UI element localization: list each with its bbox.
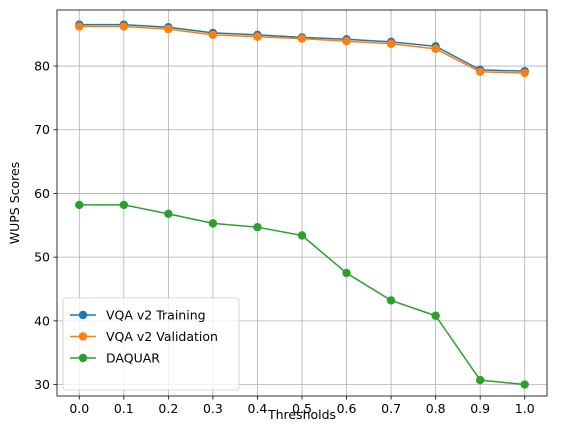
data-point: [386, 296, 396, 305]
data-point: [475, 375, 485, 385]
data-point: [208, 30, 218, 40]
data-point: [475, 67, 485, 76]
data-point: [119, 22, 129, 31]
y-tick-label: 70: [34, 122, 50, 137]
series-group: [75, 20, 529, 389]
data-point: [75, 200, 84, 210]
data-point: [164, 209, 173, 219]
x-tick-label: 0.9: [470, 401, 490, 416]
data-point: [342, 37, 351, 46]
x-tick-label: 0.8: [426, 401, 446, 416]
data-point: [297, 231, 307, 240]
axis-ticks: 0.0 0.1 0.2 0.3 0.4 0.5 0.6 0.7 0.8 0.9 1.0 30 40 50 6…: [34, 59, 535, 416]
legend-item: DAQUAR: [70, 351, 160, 366]
data-point: [386, 39, 396, 48]
x-tick-label: 0.1: [114, 401, 134, 416]
y-tick-label: 50: [34, 250, 50, 265]
x-tick-label: 0.5: [292, 401, 312, 416]
data-point: [253, 223, 262, 232]
legend: VQA v2 Training VQA v2 Validation DAQUAR: [62, 297, 240, 391]
x-tick-label: 0.3: [203, 401, 223, 416]
x-tick-label: 1.0: [515, 401, 535, 416]
y-tick-label: 30: [34, 377, 50, 392]
x-axis-title: Thresholds: [267, 407, 336, 422]
series-daquar: [75, 200, 529, 389]
legend-box: [62, 297, 240, 391]
data-point: [342, 268, 351, 278]
y-tick-label: 80: [34, 59, 50, 74]
x-tick-label: 0.4: [248, 401, 268, 416]
legend-marker: [78, 332, 88, 341]
y-tick-label: 60: [34, 186, 50, 201]
legend-label: VQA v2 Training: [106, 308, 206, 323]
data-point: [431, 44, 440, 54]
y-tick-label: 40: [34, 313, 50, 328]
x-tick-label: 0.6: [337, 401, 357, 416]
x-tick-label: 0.7: [381, 401, 401, 416]
data-point: [208, 219, 218, 228]
data-point: [253, 32, 262, 41]
legend-item: VQA v2 Training: [70, 308, 206, 323]
series-vqa-v2-validation: [75, 22, 529, 78]
x-tick-label: 0.0: [69, 401, 89, 416]
data-point: [431, 311, 440, 320]
legend-item: VQA v2 Validation: [70, 329, 218, 344]
legend-marker: [78, 310, 88, 320]
data-point: [297, 34, 307, 43]
legend-label: VQA v2 Validation: [106, 329, 218, 344]
legend-marker: [78, 353, 88, 363]
data-point: [520, 380, 529, 389]
y-axis-title: WUPS Scores: [7, 162, 22, 244]
data-point: [520, 68, 529, 78]
data-point: [164, 24, 173, 34]
legend-label: DAQUAR: [106, 351, 160, 366]
data-point: [75, 22, 84, 31]
data-point: [119, 200, 129, 210]
x-tick-label: 0.2: [158, 401, 178, 416]
